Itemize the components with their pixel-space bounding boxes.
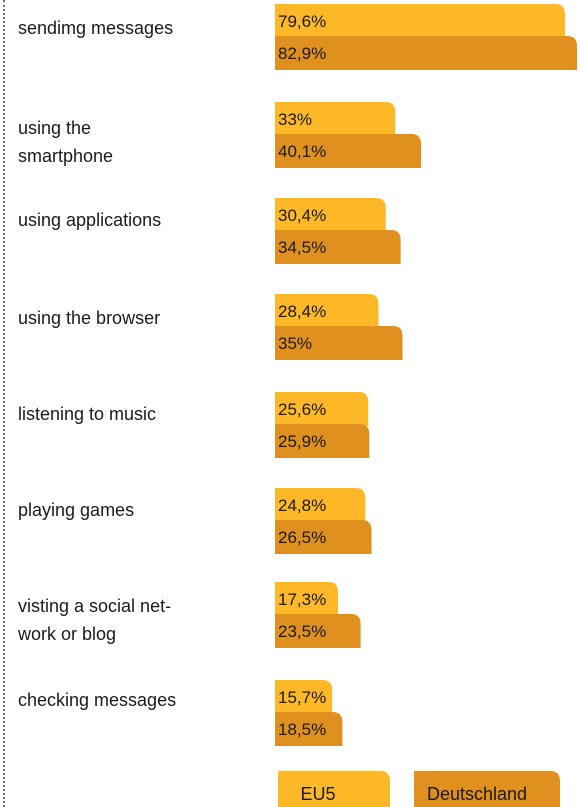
bar-value-label: 24,8% [278,496,326,515]
bar-value-label: 26,5% [278,528,326,547]
category-label: using the smartphone [18,118,114,166]
bar-value-label: 40,1% [278,142,326,161]
bar-deutschland [275,230,401,264]
bar-value-label: 25,9% [278,432,326,451]
legend-swatch-deutschland [414,771,560,807]
bar-deutschland [275,424,370,458]
legend-label: Deutschland [427,784,527,804]
bar-value-label: 30,4% [278,206,326,225]
category-label: sendimg messages [18,18,174,38]
bar-value-label: 33% [278,110,312,129]
bar-eu5 [275,294,379,328]
bar-deutschland [275,614,361,648]
bar-value-label: 28,4% [278,302,326,321]
bar-deutschland [275,326,403,360]
bar-value-label: 15,7% [278,688,326,707]
legend-swatch-eu5 [278,771,390,807]
bar-value-label: 34,5% [278,238,326,257]
bar-value-label: 79,6% [278,12,326,31]
bar-value-label: 23,5% [278,622,326,641]
bar-eu5 [275,582,339,616]
bar-eu5 [275,4,565,38]
bar-deutschland [275,134,422,168]
bar-value-label: 25,6% [278,400,326,419]
bar-eu5 [275,488,366,522]
category-label: playing games [18,500,135,520]
category-label: using the browser [18,308,161,328]
category-label: listening to music [18,404,157,424]
bar-deutschland [275,712,343,746]
dotted-border [3,0,5,807]
bar-deutschland [275,520,372,554]
bar-value-label: 82,9% [278,44,326,63]
category-label: checking messages [18,690,177,710]
bar-value-label: 17,3% [278,590,326,609]
bar-eu5 [275,198,386,232]
bar-eu5 [275,680,333,714]
bar-value-label: 18,5% [278,720,326,739]
legend-label: EU5 [300,784,335,804]
bar-deutschland [275,36,577,70]
bar-eu5 [275,392,369,426]
category-label: using applications [18,210,162,230]
category-label: visting a social net- work or blog [18,596,172,644]
bar-value-label: 35% [278,334,312,353]
bar-eu5 [275,102,396,136]
